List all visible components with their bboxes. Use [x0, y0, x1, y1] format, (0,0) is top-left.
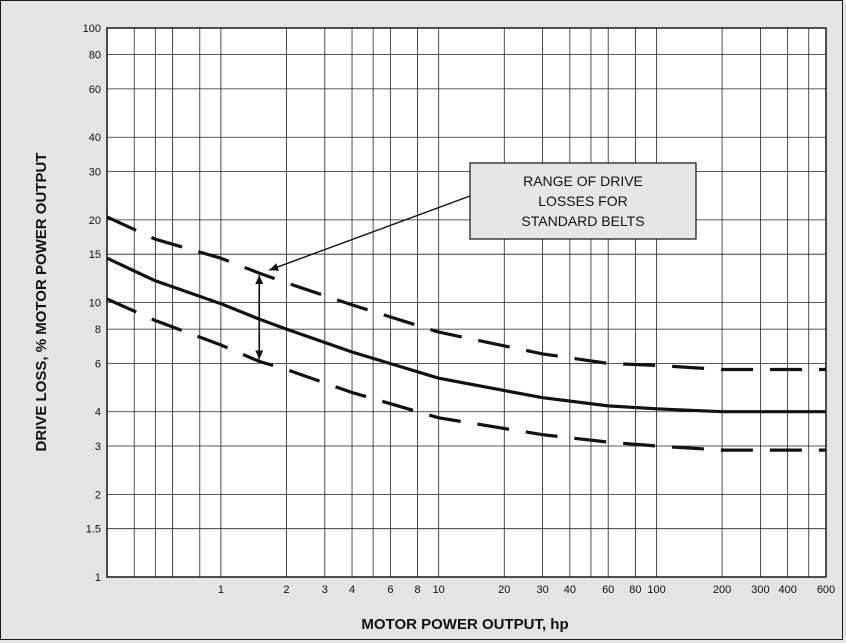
- x-tick-label: 6: [387, 584, 393, 596]
- annotation-pointer-arrow: [269, 195, 471, 271]
- y-tick-labels: 1 1.5 2 3 4 6 8 10 15 20 30 40 60 80 100: [83, 23, 101, 584]
- y-tick-label: 20: [89, 215, 101, 227]
- x-tick-label: 10: [433, 584, 445, 596]
- y-tick-label: 40: [89, 132, 101, 144]
- y-tick-label: 10: [89, 298, 101, 310]
- x-tick-label: 20: [498, 584, 510, 596]
- y-tick-label: 80: [89, 50, 101, 62]
- x-tick-label: 4: [349, 584, 355, 596]
- x-tick-label: 80: [629, 584, 641, 596]
- y-tick-label: 100: [83, 23, 101, 35]
- y-tick-label: 30: [89, 167, 101, 179]
- y-tick-label: 6: [95, 358, 101, 370]
- y-tick-label: 3: [95, 441, 101, 453]
- x-tick-label: 60: [602, 584, 614, 596]
- annotation-box: [469, 162, 697, 240]
- annotation-line-3: STANDARD BELTS: [521, 213, 644, 229]
- annotation-line-1: RANGE OF DRIVE: [523, 173, 643, 189]
- x-tick-label: 2: [283, 584, 289, 596]
- x-axis-title: MOTOR POWER OUTPUT, hp: [361, 616, 568, 633]
- y-axis-title: DRIVE LOSS, % MOTOR POWER OUTPUT: [33, 153, 50, 452]
- x-tick-label: 30: [536, 584, 548, 596]
- x-tick-label: 100: [647, 584, 665, 596]
- x-tick-label: 3: [322, 584, 328, 596]
- x-tick-label: 600: [817, 584, 835, 596]
- dashed-boundary-line: [106, 297, 826, 452]
- x-tick-label: 1: [218, 584, 224, 596]
- annotation: RANGE OF DRIVE LOSSES FOR STANDARD BELTS: [255, 162, 697, 360]
- y-tick-label: 15: [89, 249, 101, 261]
- x-tick-label: 40: [564, 584, 576, 596]
- y-tick-label: 1: [95, 572, 101, 584]
- annotation-line-2: LOSSES FOR: [538, 193, 627, 209]
- x-tick-label: 400: [778, 584, 796, 596]
- series-layer: [106, 215, 826, 452]
- y-tick-label: 4: [95, 407, 101, 419]
- typical-loss-line: [106, 256, 826, 414]
- x-tick-labels: 1 2 3 4 6 8 10 20 30 40 60 80 100 200 300 400 600: [218, 584, 835, 596]
- y-tick-label: 60: [89, 84, 101, 96]
- y-tick-label: 8: [95, 324, 101, 336]
- x-tick-label: 8: [415, 584, 421, 596]
- x-tick-label: 300: [751, 584, 769, 596]
- dashed-boundary-line: [106, 215, 826, 372]
- x-tick-label: 200: [713, 584, 731, 596]
- y-tick-label: 2: [95, 489, 101, 501]
- y-tick-label: 1.5: [86, 524, 101, 536]
